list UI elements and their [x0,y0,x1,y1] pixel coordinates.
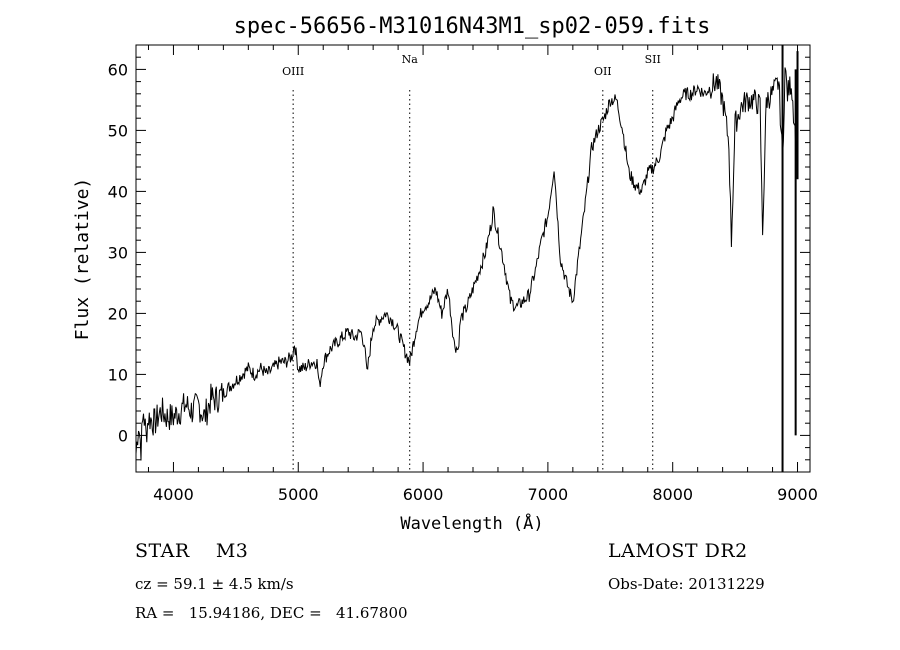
line-label-oiii: OIII [282,65,304,78]
chart-title: spec-56656-M31016N43M1_sp02-059.fits [234,14,711,39]
survey-label: LAMOST DR2 [608,540,748,562]
redshift-velocity: cz = 59.1 ± 4.5 km/s [135,575,294,593]
spectrum-line [135,67,798,461]
y-axis-label-group: Flux (relative) [72,178,93,341]
chart-marks: 4000 5000 6000 7000 8000 9000 0 10 20 30 40 50 60 OII… [108,45,818,504]
y-tick-label: 40 [108,182,128,201]
x-tick-label: 4000 [153,485,194,504]
x-tick-label: 5000 [278,485,319,504]
object-type-label: STAR M3 [135,540,249,562]
y-tick-label: 0 [118,426,128,445]
plot-frame [135,44,811,473]
line-label-na: Na [402,53,419,66]
x-tick-label: 8000 [652,485,693,504]
line-label-sii: SII [645,53,661,66]
y-tick-label: 10 [108,365,128,384]
y-tick-label: 60 [108,60,128,79]
observation-date: Obs-Date: 20131229 [608,575,765,593]
x-tick-label: 6000 [403,485,444,504]
y-tick-label: 20 [108,304,128,323]
y-tick-label: 30 [108,243,128,262]
x-tick-label: 9000 [777,485,818,504]
y-axis-label: Flux (relative) [72,178,93,341]
line-label-oii: OII [594,65,612,78]
y-tick-label: 50 [108,121,128,140]
x-tick-label: 7000 [528,485,569,504]
x-axis-label: Wavelength (Å) [400,512,543,534]
ra-dec-coordinates: RA = 15.94186, DEC = 41.67800 [135,604,408,622]
